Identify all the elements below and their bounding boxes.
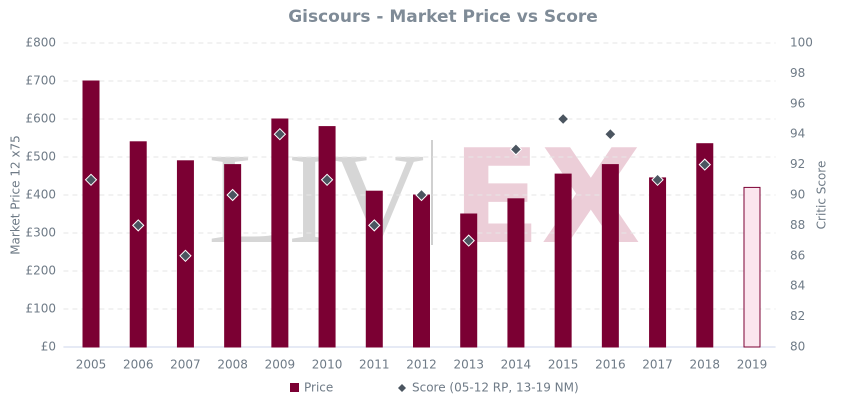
bar [82, 80, 100, 348]
bar [743, 186, 761, 348]
y2-tick-label: 86 [790, 248, 805, 262]
score-marker [273, 127, 287, 141]
bar [224, 164, 242, 348]
legend-swatch [398, 384, 406, 392]
y-axis-title: Market Price 12 x75 [9, 135, 23, 255]
y2-tick-label: 90 [790, 188, 805, 202]
bar [601, 164, 619, 348]
y2-tick-label: 80 [790, 340, 805, 354]
bar [554, 173, 572, 348]
legend-swatch [290, 383, 299, 392]
score-marker [84, 173, 98, 187]
legend-label: Score (05-12 RP, 13-19 NM) [412, 381, 579, 395]
x-tick-label: 2018 [690, 358, 721, 372]
x-tick-label: 2013 [453, 358, 484, 372]
y-tick-label: £300 [25, 226, 56, 240]
x-tick-label: 2015 [548, 358, 579, 372]
bar [696, 143, 714, 348]
bar [365, 190, 383, 348]
score-marker [415, 188, 428, 202]
score-marker [556, 112, 570, 126]
y-tick-label: £800 [25, 36, 56, 50]
y-tick-label: £400 [25, 188, 56, 202]
watermark: LIV [208, 127, 425, 271]
y2-tick-label: 98 [790, 66, 805, 80]
legend-label: Price [304, 381, 333, 395]
score-marker [320, 173, 334, 187]
bar [129, 141, 147, 348]
x-tick-label: 2007 [170, 358, 201, 372]
x-tick-label: 2017 [642, 358, 673, 372]
y2-tick-label: 88 [790, 218, 805, 232]
score-marker [604, 127, 617, 141]
x-tick-label: 2012 [406, 358, 437, 372]
x-tick-label: 2006 [123, 358, 154, 372]
x-tick-label: 2009 [265, 358, 296, 372]
x-tick-label: 2011 [359, 358, 390, 372]
x-tick-label: 2008 [217, 358, 248, 372]
score-marker [179, 249, 192, 263]
bar [413, 194, 430, 348]
score-marker [509, 143, 523, 156]
y2-tick-label: 92 [790, 157, 805, 171]
score-marker [226, 188, 239, 202]
score-marker [132, 219, 145, 232]
bar [507, 198, 525, 348]
y-tick-label: £200 [25, 264, 56, 278]
y2-tick-label: 82 [790, 309, 805, 323]
score-marker [462, 234, 475, 247]
chart-title: Giscours - Market Price vs Score [288, 7, 598, 27]
score-marker [368, 219, 381, 232]
y2-tick-label: 100 [790, 36, 813, 50]
y2-tick-label: 84 [790, 279, 805, 293]
y-tick-label: £100 [25, 302, 56, 316]
x-tick-label: 2016 [595, 358, 626, 372]
y-tick-label: £500 [25, 150, 56, 164]
bar [271, 118, 289, 348]
y-tick-label: £700 [25, 74, 56, 88]
y2-tick-label: 96 [790, 96, 805, 110]
y-tick-label: £600 [25, 112, 56, 126]
y2-tick-label: 94 [790, 127, 805, 141]
x-tick-label: 2010 [312, 358, 343, 372]
x-tick-label: 2005 [76, 358, 107, 372]
score-marker [698, 158, 711, 171]
bar [318, 126, 336, 348]
y-tick-label: £0 [41, 340, 56, 354]
score-marker [651, 173, 664, 187]
x-tick-label: 2014 [501, 358, 532, 372]
bar [649, 177, 667, 348]
x-tick-label: 2019 [737, 358, 768, 372]
bar [460, 213, 478, 348]
y2-axis-title: Critic Score [815, 161, 829, 230]
